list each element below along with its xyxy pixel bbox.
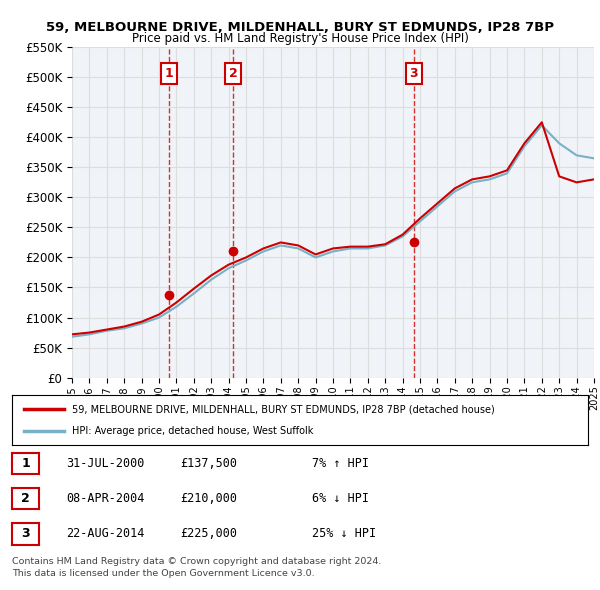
Text: £137,500: £137,500 bbox=[180, 457, 237, 470]
Text: This data is licensed under the Open Government Licence v3.0.: This data is licensed under the Open Gov… bbox=[12, 569, 314, 578]
Text: 6% ↓ HPI: 6% ↓ HPI bbox=[312, 492, 369, 505]
Text: 25% ↓ HPI: 25% ↓ HPI bbox=[312, 527, 376, 540]
Text: 31-JUL-2000: 31-JUL-2000 bbox=[66, 457, 145, 470]
Text: 1: 1 bbox=[21, 457, 30, 470]
Text: 59, MELBOURNE DRIVE, MILDENHALL, BURY ST EDMUNDS, IP28 7BP (detached house): 59, MELBOURNE DRIVE, MILDENHALL, BURY ST… bbox=[73, 404, 495, 414]
Text: 3: 3 bbox=[21, 527, 30, 540]
Text: 1: 1 bbox=[165, 67, 173, 80]
Text: HPI: Average price, detached house, West Suffolk: HPI: Average price, detached house, West… bbox=[73, 427, 314, 437]
Text: £210,000: £210,000 bbox=[180, 492, 237, 505]
Text: 08-APR-2004: 08-APR-2004 bbox=[66, 492, 145, 505]
Text: £225,000: £225,000 bbox=[180, 527, 237, 540]
Text: 2: 2 bbox=[229, 67, 238, 80]
Text: Contains HM Land Registry data © Crown copyright and database right 2024.: Contains HM Land Registry data © Crown c… bbox=[12, 557, 382, 566]
Text: 2: 2 bbox=[21, 492, 30, 505]
Text: Price paid vs. HM Land Registry's House Price Index (HPI): Price paid vs. HM Land Registry's House … bbox=[131, 32, 469, 45]
Text: 22-AUG-2014: 22-AUG-2014 bbox=[66, 527, 145, 540]
Text: 59, MELBOURNE DRIVE, MILDENHALL, BURY ST EDMUNDS, IP28 7BP: 59, MELBOURNE DRIVE, MILDENHALL, BURY ST… bbox=[46, 21, 554, 34]
Text: 3: 3 bbox=[409, 67, 418, 80]
Text: 7% ↑ HPI: 7% ↑ HPI bbox=[312, 457, 369, 470]
